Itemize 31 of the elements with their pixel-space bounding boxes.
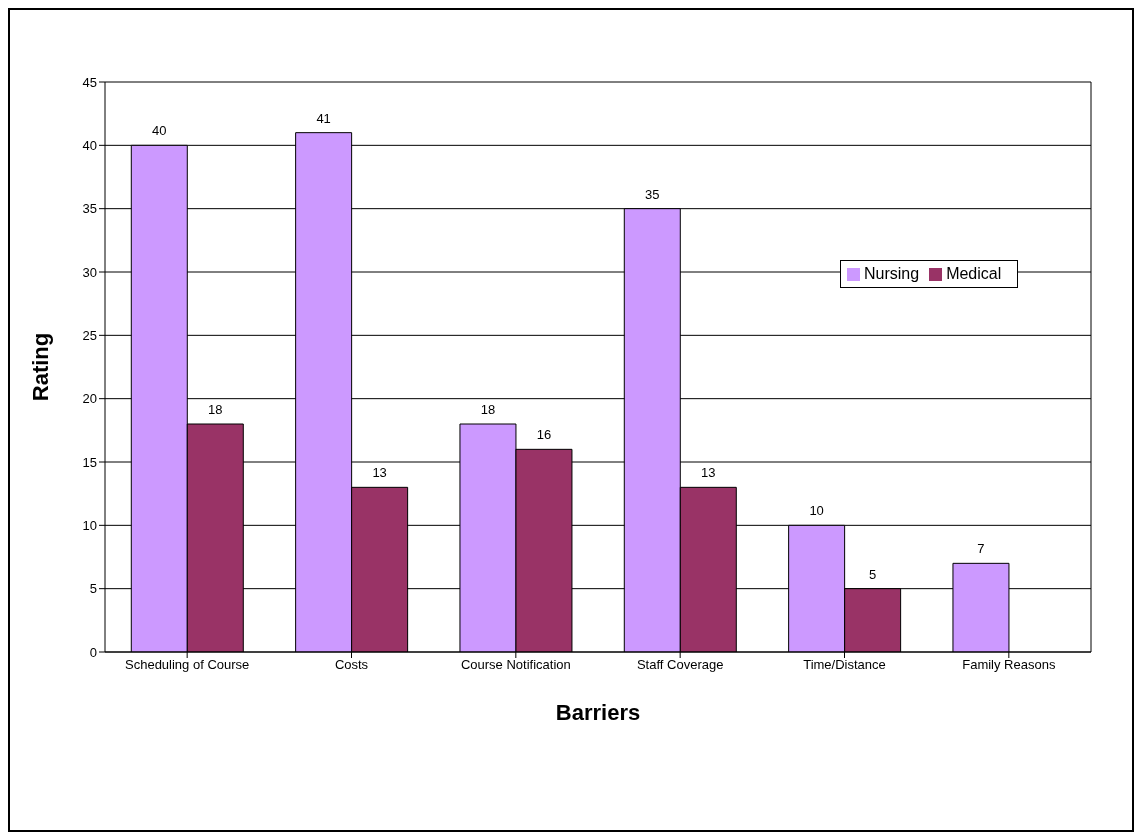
y-tick-label: 15 — [82, 454, 97, 470]
y-tick-label: 40 — [82, 137, 97, 153]
y-tick-label: 35 — [82, 201, 97, 217]
data-label: 7 — [977, 541, 985, 557]
x-tick-label: Scheduling of Course — [125, 657, 250, 673]
x-tick-label: Time/Distance — [803, 657, 886, 673]
y-tick-label: 45 — [82, 74, 97, 90]
data-label: 41 — [316, 110, 331, 126]
y-tick-label: 25 — [82, 327, 97, 343]
data-label: 18 — [208, 402, 223, 417]
data-label: 18 — [480, 402, 496, 417]
y-axis-title: Rating — [27, 332, 53, 402]
y-tick-label: 10 — [82, 517, 97, 533]
y-tick-label: 20 — [82, 391, 97, 407]
legend-label: Nursing — [864, 265, 920, 282]
data-label: 10 — [809, 503, 824, 519]
y-tick-label: 5 — [89, 581, 97, 597]
data-label: 13 — [701, 465, 716, 481]
y-tick-label: 30 — [82, 264, 97, 280]
x-tick-label: Staff Coverage — [636, 657, 724, 673]
data-label: 40 — [152, 123, 167, 139]
data-label: 5 — [869, 566, 877, 582]
x-tick-label: Course Notification — [460, 657, 571, 673]
legend-label: Medical — [946, 265, 1002, 282]
y-tick-label: 0 — [89, 644, 97, 660]
data-label: 35 — [645, 186, 660, 202]
x-tick-label: Family Reasons — [962, 657, 1056, 673]
x-tick-label: Costs — [334, 657, 369, 673]
data-label: 13 — [372, 465, 387, 481]
data-label: 16 — [536, 427, 552, 443]
x-axis-title: Barriers — [555, 700, 641, 725]
